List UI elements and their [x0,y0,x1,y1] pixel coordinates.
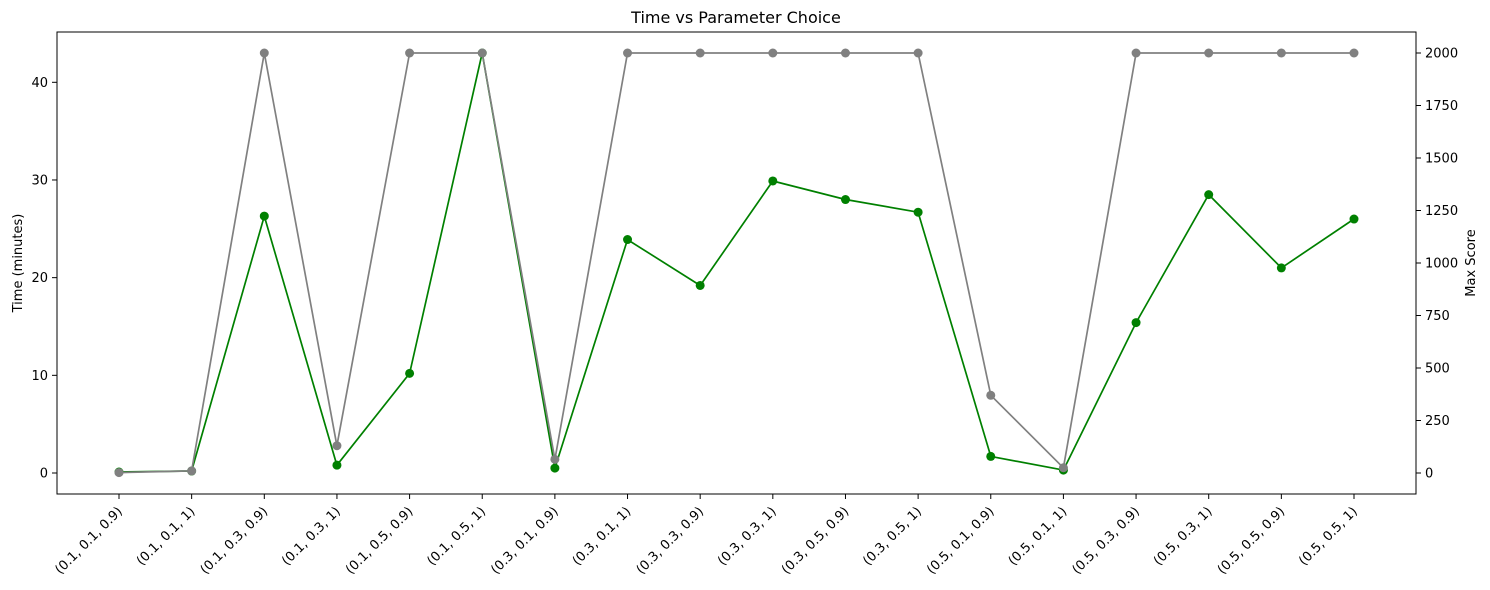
data-point [623,235,633,245]
x-tick-label: (0.5, 0.3, 1) [1151,504,1216,569]
x-tick-label: (0.1, 0.3, 0.9) [198,504,271,577]
data-point [840,195,850,205]
y2-tick-label: 0 [1425,467,1433,482]
y2-tick-label: 250 [1425,414,1450,429]
x-tick-label: (0.3, 0.1, 1) [570,504,635,569]
data-point [550,463,560,473]
data-point [1131,48,1141,58]
data-point [840,48,850,58]
y2-tick-label: 1250 [1425,204,1458,219]
data-point [332,441,342,451]
axes: 0 10 20 30 40 0 250 500 750 1000 1250 1500 1750 2000 (… [31,31,1458,578]
data-point [405,368,415,378]
x-tick-label: (0.3, 0.5, 1) [860,504,925,569]
y2-tick-label: 500 [1425,362,1450,377]
y2-tick-label: 1750 [1425,99,1458,114]
data-point [332,460,342,470]
x-tick-label: (0.1, 0.5, 1) [425,504,490,569]
x-tick-label: (0.3, 0.1, 0.9) [488,504,561,577]
data-point [913,207,923,217]
y-tick-label: 20 [31,271,48,286]
data-point [986,390,996,400]
data-point [768,176,778,186]
data-point [1276,263,1286,273]
series-line [118,52,1354,474]
y-tick-label: 0 [40,467,48,482]
data-point [695,280,705,290]
x-tick-label: (0.5, 0.3, 0.9) [1070,504,1143,577]
x-tick-label: (0.1, 0.1, 1) [134,504,199,569]
data-point [768,48,778,58]
y-tick-label: 10 [31,369,48,384]
series-1 [114,48,1359,477]
data-point [187,466,197,476]
data-point [1131,318,1141,328]
x-tick-label: (0.5, 0.1, 0.9) [924,504,997,577]
y-tick-label: 40 [31,76,48,91]
y2-tick-label: 750 [1425,309,1450,324]
data-point [1058,463,1068,473]
y2-tick-label: 1000 [1425,257,1458,272]
data-point [1349,48,1359,58]
data-point [114,468,124,478]
chart-title: Time vs Parameter Choice [630,8,841,27]
data-point [1349,214,1359,224]
x-tick-label: (0.1, 0.1, 0.9) [52,504,125,577]
x-tick-label: (0.5, 0.5, 0.9) [1215,504,1288,577]
series-line [118,52,1355,473]
y2-tick-label: 2000 [1425,47,1458,62]
data-point [1204,48,1214,58]
x-tick-label: (0.3, 0.3, 0.9) [634,504,707,577]
y-axis-label: Time (minutes) [11,214,26,314]
series-layer [114,48,1359,478]
data-point [695,48,705,58]
plot-frame [56,31,1417,495]
series-2 [114,48,1359,478]
data-point [623,48,633,58]
data-point [1276,48,1286,58]
x-tick-label: (0.5, 0.1, 1) [1006,504,1071,569]
data-point [259,48,269,58]
x-tick-label: (0.1, 0.5, 0.9) [343,504,416,577]
x-tick-label: (0.5, 0.5, 1) [1296,504,1361,569]
x-tick-label: (0.3, 0.5, 0.9) [779,504,852,577]
data-point [1204,190,1214,200]
data-point [913,48,923,58]
y-tick-label: 30 [31,173,48,188]
data-point [986,451,996,461]
y2-axis-label: Max Score [1464,229,1479,296]
data-point [259,211,269,221]
data-point [550,454,560,464]
y2-tick-label: 1500 [1425,152,1458,167]
data-point [405,48,415,58]
x-tick-label: (0.1, 0.3, 1) [279,504,344,569]
x-tick-label: (0.3, 0.3, 1) [715,504,780,569]
data-point [477,48,487,58]
